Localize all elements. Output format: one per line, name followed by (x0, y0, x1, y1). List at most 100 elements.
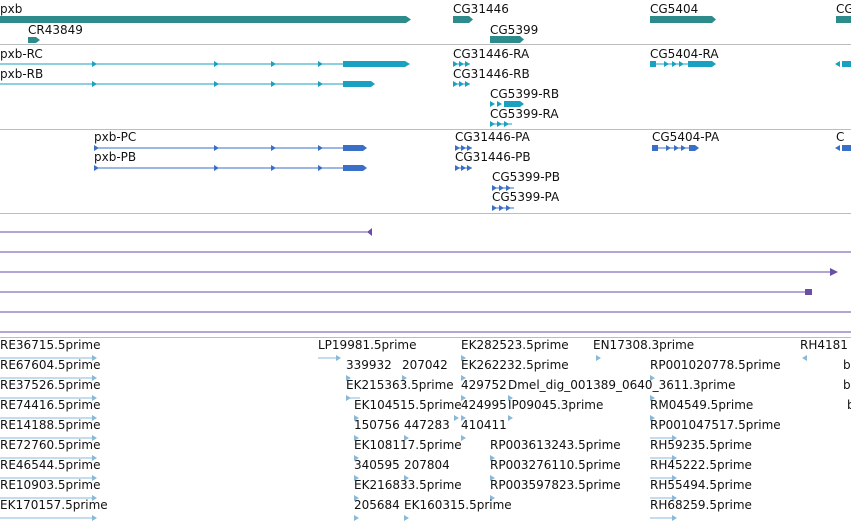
est-col4-feature[interactable] (596, 355, 601, 361)
est-col1-feature[interactable] (0, 475, 97, 481)
transcript-pxb-rb[interactable] (0, 81, 375, 87)
gene-label-cg5399: CG5399 (490, 23, 539, 37)
est-col2-feature[interactable] (354, 495, 359, 501)
est-col1-feature[interactable] (0, 395, 97, 401)
protein-cut-right[interactable] (835, 145, 851, 151)
est-label: RH4181 (800, 338, 848, 352)
alignment-row[interactable] (0, 268, 838, 276)
gene-arrow-cg5399 (520, 36, 524, 43)
est-label: RH45222.5prime (650, 458, 752, 472)
est-label: RP001020778.5prime (650, 358, 781, 372)
est-col5-feature[interactable] (650, 435, 677, 441)
transcript-label-cg5399-rb: CG5399-RB (490, 87, 560, 101)
est-col5-feature[interactable] (650, 375, 655, 381)
transcript-cg31446-rb[interactable] (453, 81, 470, 87)
est-col3-feature[interactable] (461, 435, 466, 441)
est-col2-feature[interactable] (354, 475, 409, 481)
est-col2-feature[interactable] (354, 415, 459, 421)
gene-feature-cg-cut[interactable] (836, 16, 851, 23)
est-features (0, 355, 807, 521)
alignment-row[interactable] (0, 228, 372, 236)
est-col3-feature[interactable] (490, 455, 495, 461)
gene-feature-pxb[interactable] (0, 16, 406, 23)
transcript-label-cg31446-ra: CG31446-RA (453, 47, 530, 61)
est-label: RP003613243.5prime (490, 438, 621, 452)
est-label: b (843, 358, 851, 372)
est-col3-feature[interactable] (461, 375, 466, 381)
protein-cg5399-pb[interactable] (492, 185, 514, 191)
protein-label-cg5404-pa: CG5404-PA (652, 130, 720, 144)
est-col2-feature[interactable] (318, 355, 341, 361)
est-col1-feature[interactable] (0, 415, 97, 421)
transcript-label-pxb-rc: pxb-RC (0, 47, 43, 61)
est-label: LP19981.5prime (318, 338, 417, 352)
est-col5-feature[interactable] (650, 415, 655, 421)
alignment-track (0, 214, 851, 336)
est-col6-feature[interactable] (802, 355, 807, 361)
transcript-cg5404-ra[interactable] (650, 61, 716, 67)
est-label: b (843, 378, 851, 392)
est-label: RE72760.5prime (0, 438, 101, 452)
est-label: EK216833.5prime (354, 478, 462, 492)
est-col1-feature[interactable] (0, 455, 97, 461)
est-col5-feature[interactable] (650, 395, 655, 401)
transcript-cg31446-ra[interactable] (453, 61, 470, 67)
est-col1-feature[interactable] (0, 375, 97, 381)
gene-feature-cg5404[interactable] (650, 16, 712, 23)
gene-feature-cg31446[interactable] (453, 16, 469, 23)
est-label: 424995 (461, 398, 507, 412)
est-col5-feature[interactable] (650, 495, 677, 501)
est-col3-feature[interactable] (490, 495, 495, 501)
gene-feature-cg5399[interactable] (490, 36, 520, 43)
protein-pxb-pb[interactable] (94, 165, 367, 171)
est-col5-feature[interactable] (650, 455, 677, 461)
est-col3-feature[interactable] (461, 415, 513, 421)
transcript-pxb-rc[interactable] (0, 61, 410, 67)
est-col2-feature[interactable] (346, 375, 407, 381)
transcript-cg5399-rb[interactable] (490, 101, 524, 107)
est-label: EK170157.5prime (0, 498, 108, 512)
est-col2-feature[interactable] (354, 515, 409, 521)
est-label: 150756 (354, 418, 400, 432)
est-col1-feature[interactable] (0, 515, 97, 521)
protein-label-cg5399-pb: CG5399-PB (492, 170, 561, 184)
transcript-cg5399-ra[interactable] (490, 121, 512, 127)
transcript-features (0, 61, 851, 127)
est-label: RP001047517.5prime (650, 418, 781, 432)
gene-arrow-cr43849 (36, 37, 40, 43)
est-label: EK108117.5prime (354, 438, 462, 452)
protein-track: pxb-PC pxb-PB CG31446-PA CG31446-PB CG53… (0, 130, 851, 213)
est-label: EK215363.5prime (346, 378, 454, 392)
est-label: EN17308.3prime (593, 338, 695, 352)
transcript-cut-right[interactable] (835, 61, 851, 67)
protein-label-cut: C (836, 130, 845, 144)
est-col1-feature[interactable] (0, 435, 97, 441)
gene-arrow-pxb (406, 16, 411, 23)
est-label: 205684 (354, 498, 400, 512)
est-label: 207042 (402, 358, 448, 372)
est-col3-feature[interactable] (490, 475, 495, 481)
protein-cg31446-pb[interactable] (455, 165, 472, 171)
est-col3-feature[interactable] (461, 355, 466, 361)
alignment-features (0, 228, 851, 333)
est-col5-feature[interactable] (650, 515, 677, 521)
alignment-row[interactable] (0, 289, 812, 295)
protein-cg5404-pa[interactable] (652, 145, 699, 151)
est-col2-feature[interactable] (354, 435, 409, 441)
est-label: 339932 (346, 358, 392, 372)
est-col2-feature[interactable] (354, 455, 359, 461)
protein-pxb-pc[interactable] (94, 145, 367, 151)
est-col5-feature[interactable] (650, 475, 677, 481)
gene-label-cr43849: CR43849 (28, 23, 83, 37)
protein-cg5399-pa[interactable] (492, 205, 514, 211)
est-col2-feature[interactable] (346, 395, 360, 401)
est-col1-feature[interactable] (0, 495, 97, 501)
track-separator (0, 129, 851, 130)
est-label: RE14188.5prime (0, 418, 101, 432)
est-col3-feature[interactable] (461, 395, 513, 401)
est-col1-feature[interactable] (0, 355, 97, 361)
protein-cg31446-pa[interactable] (455, 145, 472, 151)
est-label: RH55494.5prime (650, 478, 752, 492)
gene-feature-cr43849[interactable] (28, 37, 36, 43)
transcript-label-cg5399-ra: CG5399-RA (490, 107, 559, 121)
